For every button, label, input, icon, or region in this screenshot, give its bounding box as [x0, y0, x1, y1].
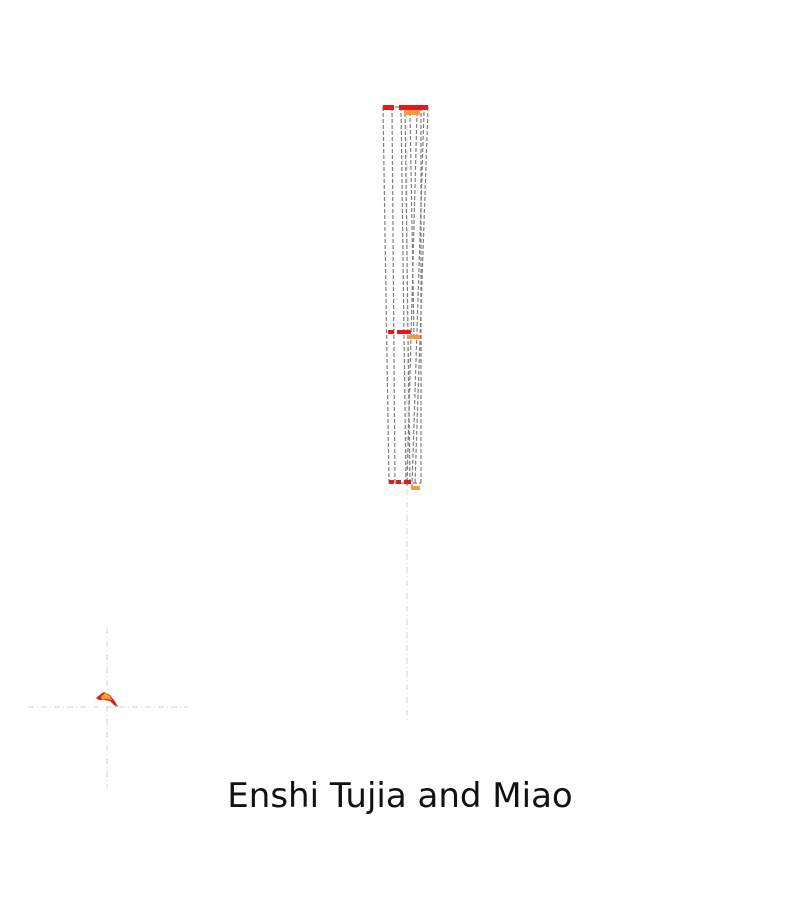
region-fragment [383, 105, 394, 110]
inset-region-shape [96, 692, 118, 707]
region-fragment [404, 110, 420, 115]
region-fragment [399, 105, 407, 110]
zoom-outlines [382, 106, 429, 487]
map-title: Enshi Tujia and Miao [227, 776, 573, 816]
region-bottom-row [389, 480, 420, 490]
region-top-row [383, 105, 428, 115]
inset-guide-lines [28, 628, 188, 788]
outline-right-band [414, 106, 429, 484]
region-middle-row [388, 330, 420, 339]
outline-cross-strands [406, 111, 425, 487]
region-fragment [396, 480, 401, 484]
region-fragment [404, 480, 411, 484]
region-fragment [397, 330, 411, 334]
outline-left-band [382, 106, 396, 484]
region-fragment [411, 486, 420, 490]
inset-region-gold [103, 693, 109, 698]
region-fragment [409, 335, 420, 339]
inset-region-red [96, 692, 118, 707]
region-fragment [388, 330, 394, 334]
region-fragment [389, 480, 394, 484]
region-fragment [407, 105, 428, 110]
